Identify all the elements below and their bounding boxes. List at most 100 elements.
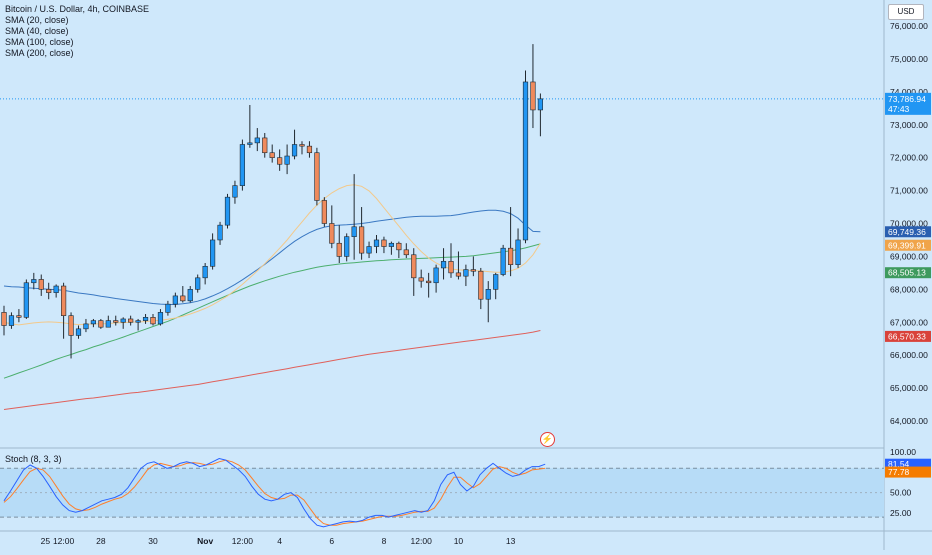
legend-sma40[interactable]: SMA (40, close): [5, 26, 69, 36]
price-tick-label: 76,000.00: [890, 21, 928, 31]
candle-body: [157, 312, 164, 325]
candle-body: [53, 285, 59, 293]
price-tick-label: 73,000.00: [890, 120, 928, 130]
candle-body: [105, 320, 111, 328]
stoch-d-line: [3, 459, 546, 526]
candle-body: [202, 265, 208, 279]
legend-sma20[interactable]: SMA (20, close): [5, 15, 69, 25]
candle-body: [38, 279, 44, 290]
candle-body: [522, 81, 529, 241]
currency-button[interactable]: USD: [888, 4, 924, 20]
sma100-line: [3, 243, 541, 379]
candle-body: [433, 267, 439, 284]
candle-body: [120, 318, 126, 323]
price-tick-label: 74,000.00: [890, 87, 928, 97]
stoch-tick-label: 100.00: [890, 447, 916, 457]
sma20-line: [3, 184, 541, 326]
time-tick-label: 10: [454, 536, 464, 546]
candle-body: [299, 144, 305, 147]
candle-body: [500, 247, 506, 275]
candle-body: [381, 239, 387, 247]
candle-body: [388, 242, 395, 247]
sma200-line: [3, 330, 541, 410]
candle-body: [90, 320, 96, 325]
sma40-line: [3, 209, 541, 305]
candle-body: [8, 315, 15, 326]
price-tick-label: 72,000.00: [890, 153, 928, 163]
candle-body: [254, 137, 260, 144]
sma200-value-label: 66,570.33: [888, 331, 926, 341]
candle-body: [195, 277, 201, 290]
candle-body: [98, 320, 104, 328]
time-tick-label: 13: [506, 536, 516, 546]
candle-body: [329, 223, 335, 244]
legend-sma100[interactable]: SMA (100, close): [5, 37, 74, 47]
last-price-tag-bg: [885, 92, 931, 115]
candle-body: [1, 312, 7, 326]
legend-title: Bitcoin / U.S. Dollar, 4h, COINBASE: [5, 4, 150, 14]
sma40-value-label: 69,749.36: [888, 227, 926, 237]
candle-body: [247, 142, 253, 145]
stoch-tick-label: 50.00: [890, 488, 912, 498]
stoch-legend[interactable]: Stoch (8, 3, 3): [5, 454, 62, 464]
candle-body: [284, 155, 290, 165]
candle-body: [291, 144, 298, 157]
candle-body: [396, 242, 402, 251]
sma200-value-label-bg: [885, 330, 931, 342]
price-tick-label: 68,000.00: [890, 284, 928, 294]
candle-body: [470, 269, 476, 272]
candle-body: [351, 226, 357, 237]
candle-body: [306, 145, 313, 154]
candle-body: [31, 279, 37, 284]
candle-body: [75, 328, 82, 336]
price-tick-label: 70,000.00: [890, 219, 928, 229]
time-tick-label: 25: [41, 536, 51, 546]
chart-legend: Bitcoin / U.S. Dollar, 4h, COINBASE SMA …: [5, 4, 149, 59]
candle-body: [224, 196, 231, 226]
time-tick-label: 12:00: [232, 536, 254, 546]
candle-body: [232, 185, 238, 198]
sma100-value-label-bg: [885, 267, 931, 279]
candle-body: [418, 277, 424, 282]
candle-body: [187, 289, 193, 302]
candle-body: [344, 236, 350, 257]
candle-body: [150, 317, 156, 325]
sma100-value-label: 68,505.13: [888, 268, 926, 278]
candle-body: [135, 320, 141, 323]
candle-body: [269, 152, 275, 158]
legend-sma200[interactable]: SMA (200, close): [5, 48, 74, 58]
price-tick-label: 66,000.00: [890, 350, 928, 360]
time-tick-label: 8: [382, 536, 387, 546]
time-tick-label: 30: [148, 536, 158, 546]
lightning-icon[interactable]: ⚡: [540, 432, 555, 447]
candle-body: [217, 224, 223, 241]
candle-body: [68, 315, 74, 336]
candle-body: [426, 280, 432, 284]
stoch-k-line: [3, 457, 546, 528]
time-tick-label: 4: [277, 536, 282, 546]
price-tick-label: 64,000.00: [890, 416, 928, 426]
candle-body: [16, 315, 22, 318]
candle-body: [478, 270, 484, 300]
sma40-value-label-bg: [885, 226, 931, 238]
time-tick-label: 6: [329, 536, 334, 546]
candle-body: [507, 247, 514, 265]
candle-body: [530, 81, 536, 111]
candle-body: [493, 274, 499, 290]
candle-body: [165, 303, 171, 313]
price-tick-label: 67,000.00: [890, 317, 928, 327]
candle-body: [403, 249, 409, 256]
price-tick-label: 75,000.00: [890, 54, 928, 64]
candle-body: [262, 137, 268, 154]
price-tick-label: 69,000.00: [890, 251, 928, 261]
candle-body: [277, 157, 283, 165]
candle-body: [455, 272, 462, 277]
stoch-d-value-label: 77.78: [888, 467, 910, 477]
candle-body: [537, 98, 543, 111]
candle-body: [448, 261, 454, 274]
candle-body: [239, 144, 246, 186]
price-tick-label: 65,000.00: [890, 383, 928, 393]
candle-body: [440, 261, 447, 269]
